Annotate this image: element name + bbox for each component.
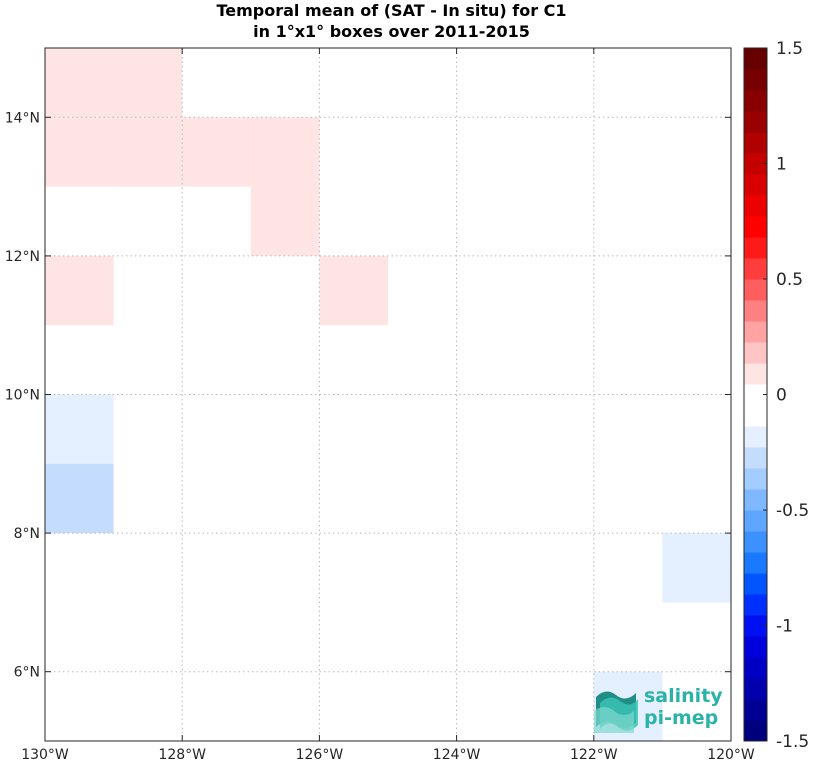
- y-tick-label: 6°N: [14, 665, 40, 681]
- heatmap-cell: [113, 463, 183, 534]
- colorbar-segment: [744, 552, 767, 574]
- heatmap-cell: [45, 255, 114, 326]
- heatmap-cell: [182, 463, 251, 534]
- colorbar-segment: [744, 447, 767, 469]
- colorbar-tick-label: 1.5: [776, 39, 803, 59]
- colorbar-tick-label: -1.5: [776, 732, 809, 752]
- colorbar-segment: [744, 468, 767, 490]
- x-tick-label: 126°W: [296, 747, 344, 763]
- heatmap-cell: [593, 533, 663, 603]
- colorbar-tick-label: 1: [776, 155, 787, 175]
- heatmap-cell: [250, 117, 320, 187]
- colorbar-segment: [744, 531, 767, 553]
- y-tick-label: 14°N: [5, 110, 40, 126]
- x-tick-label: 122°W: [570, 747, 618, 763]
- colorbar-segment: [744, 720, 767, 742]
- x-tick-label: 130°W: [21, 747, 69, 763]
- x-tick-label: 120°W: [707, 747, 755, 763]
- colorbar-segment: [744, 363, 767, 385]
- heatmap-cell: [182, 533, 251, 603]
- logo-text-line2: pi-mep: [644, 707, 719, 729]
- y-tick-label: 10°N: [5, 388, 40, 404]
- colorbar-segment: [744, 174, 767, 196]
- heatmap-cell: [113, 602, 183, 672]
- heatmap-cell: [45, 117, 114, 187]
- colorbar-segment: [744, 384, 767, 406]
- colorbar-segment: [744, 636, 767, 658]
- colorbar-segment: [744, 153, 767, 175]
- colorbar-segment: [744, 216, 767, 238]
- heatmap-cell: [113, 48, 183, 118]
- colorbar-segment: [744, 510, 767, 532]
- colorbar-segment: [744, 321, 767, 343]
- salinity-pi-mep-logo: salinity pi-mep: [592, 683, 732, 735]
- colorbar-segment: [744, 426, 767, 448]
- heatmap-cell: [250, 394, 320, 464]
- logo-text-line1: salinity: [644, 685, 723, 707]
- colorbar-segment: [744, 489, 767, 511]
- colorbar-segment: [744, 594, 767, 616]
- heatmap-cell: [662, 463, 731, 534]
- heatmap-cell: [525, 533, 594, 603]
- colorbar-tick-label: -1: [776, 617, 793, 637]
- colorbar-segment: [744, 405, 767, 427]
- heatmap-cell: [250, 186, 320, 256]
- colorbar-tick-label: -0.5: [776, 501, 809, 521]
- colorbar-segment: [744, 657, 767, 679]
- colorbar-segment: [744, 48, 767, 70]
- heatmap-cell: [45, 48, 114, 118]
- heatmap-cell: [593, 602, 663, 672]
- heatmap-cell: [388, 602, 457, 672]
- colorbar-segment: [744, 279, 767, 301]
- y-tick-label: 8°N: [14, 526, 40, 542]
- colorbar-segment: [744, 300, 767, 322]
- heatmap-cell: [182, 117, 251, 187]
- heatmap-cell: [113, 117, 183, 187]
- y-tick-label: 12°N: [5, 249, 40, 265]
- colorbar-segment: [744, 699, 767, 721]
- chart-title-line2: in 1°x1° boxes over 2011-2015: [253, 22, 530, 41]
- colorbar-segment: [744, 342, 767, 364]
- heatmap-cell: [250, 325, 320, 395]
- colorbar-segment: [744, 573, 767, 595]
- colorbar-segment: [744, 69, 767, 91]
- colorbar-segment: [744, 90, 767, 112]
- heatmap-cell: [113, 255, 183, 326]
- colorbar-segment: [744, 195, 767, 217]
- colorbar-segment: [744, 615, 767, 637]
- colorbar-segment: [744, 678, 767, 700]
- heatmap-cell: [182, 602, 251, 672]
- wave-icon: [594, 691, 638, 733]
- colorbar-segment: [744, 111, 767, 133]
- colorbar-tick-label: 0: [776, 386, 787, 406]
- chart-title-line1: Temporal mean of (SAT - In situ) for C1: [216, 1, 567, 20]
- heatmap-cell: [319, 255, 388, 326]
- colorbar-segment: [744, 132, 767, 154]
- heatmap-cell: [45, 186, 114, 256]
- colorbar-segment: [744, 258, 767, 280]
- heatmap-cell: [45, 394, 114, 464]
- colorbar-tick-label: 0.5: [776, 270, 803, 290]
- x-tick-label: 124°W: [433, 747, 481, 763]
- heatmap-cell: [456, 463, 526, 534]
- heatmap-cell: [662, 533, 731, 603]
- x-tick-label: 128°W: [158, 747, 206, 763]
- colorbar-segment: [744, 237, 767, 259]
- heatmap-cell: [388, 671, 457, 741]
- heatmap-cell: [45, 463, 114, 534]
